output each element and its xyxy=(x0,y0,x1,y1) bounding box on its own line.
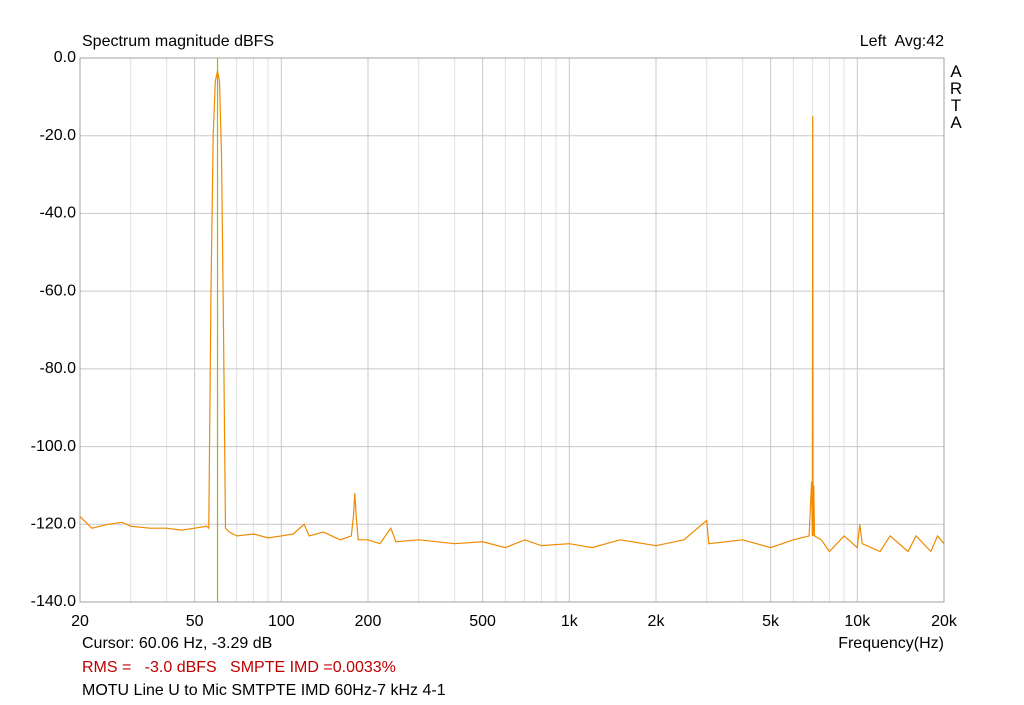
cursor-readout: Cursor: 60.06 Hz, -3.29 dB xyxy=(82,635,272,652)
plot-frame xyxy=(79,57,945,603)
y-tick-label: -20.0 xyxy=(40,127,77,144)
y-tick-label: -60.0 xyxy=(40,282,77,299)
x-tick-label: 1k xyxy=(561,613,579,630)
y-tick-label: -140.0 xyxy=(31,593,76,610)
y-tick-label: -120.0 xyxy=(31,516,76,533)
y-tick-label: 0.0 xyxy=(54,49,76,66)
y-tick-label: -40.0 xyxy=(40,205,77,222)
x-tick-label: 50 xyxy=(186,613,204,630)
x-axis-label: Frequency(Hz) xyxy=(838,635,944,652)
info-line: RMS = -3.0 dBFS SMPTE IMD =0.0033% xyxy=(82,659,396,676)
x-tick-label: 200 xyxy=(355,613,382,630)
watermark: ARTA xyxy=(947,62,966,130)
x-tick-label: 2k xyxy=(648,613,666,630)
x-tick-label: 10k xyxy=(844,613,871,630)
x-tick-label: 5k xyxy=(762,613,780,630)
x-tick-label: 20 xyxy=(71,613,89,630)
y-tick-label: -100.0 xyxy=(31,438,76,455)
y-tick-label: -80.0 xyxy=(40,360,77,377)
caption: MOTU Line U to Mic SMTPTE IMD 60Hz-7 kHz… xyxy=(82,682,446,699)
chart-title: Spectrum magnitude dBFS xyxy=(82,33,274,50)
spectrum-line xyxy=(79,70,945,553)
channel-label: Left Avg:42 xyxy=(860,33,944,50)
x-tick-label: 20k xyxy=(931,613,958,630)
x-tick-label: 500 xyxy=(469,613,496,630)
x-tick-label: 100 xyxy=(268,613,295,630)
